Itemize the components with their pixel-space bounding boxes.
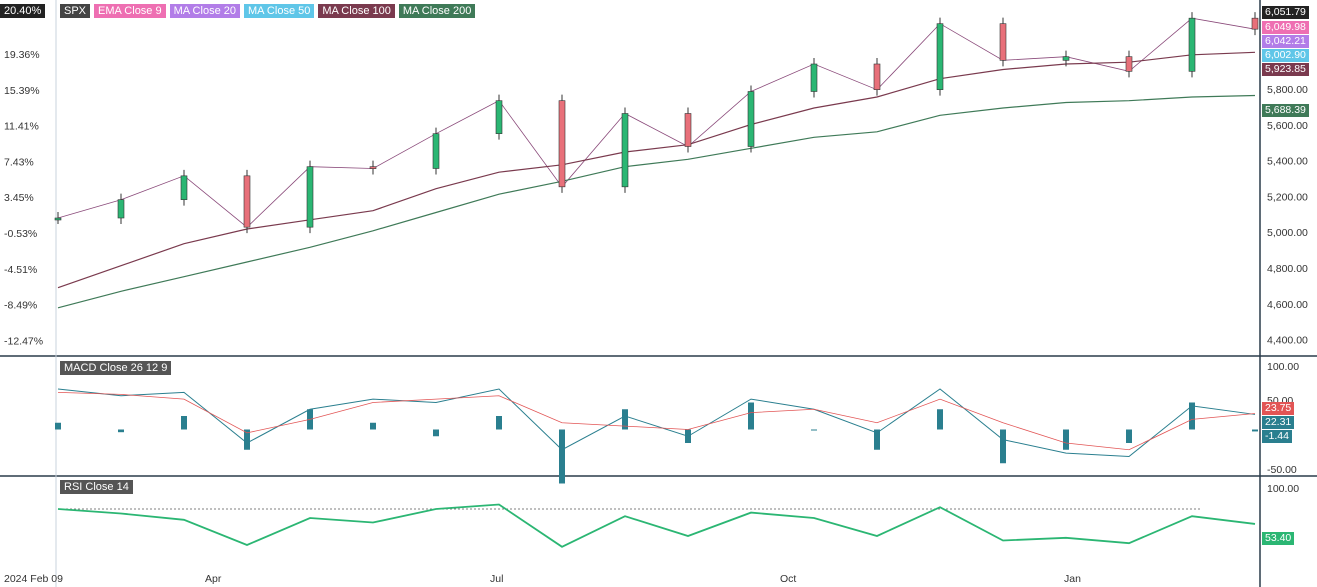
series-line-ma-close-200 [57,94,1256,309]
macd-histogram-bar [811,429,817,431]
macd-histogram-bar [559,429,565,484]
candle-body [1251,17,1259,30]
candle-body [747,91,755,147]
x-axis-label: Jul [490,573,503,585]
right-price-label: 5,200.00 [1267,191,1308,203]
candle-body [810,63,818,92]
price-tag-ma20: 6,042.21 [1262,35,1309,48]
macd-tag-hist: -1.44 [1262,430,1292,443]
legend-spx[interactable]: SPX [60,4,91,18]
rsi-label[interactable]: RSI Close 14 [60,480,133,494]
macd-histogram-bar [181,416,187,430]
right-price-label: 5,400.00 [1267,156,1308,168]
price-tag-ma200: 5,688.39 [1262,104,1309,117]
rsi-tag-value: 53.40 [1262,532,1295,545]
left-pct-label: 15.39% [4,85,40,97]
macd-histogram-bar [433,429,439,437]
x-axis-label: Apr [205,573,222,585]
series-line-spx [57,17,1256,228]
candle-body [243,175,251,228]
candle-body [936,23,944,90]
legend-ma100[interactable]: MA Close 100 [318,4,395,18]
macd-line [57,388,1256,458]
candle-body [495,100,503,134]
macd-histogram-bar [118,429,124,433]
left-pct-label: -12.47% [4,335,43,347]
macd-histogram-bar [937,409,943,430]
legend-ema9[interactable]: EMA Close 9 [94,4,166,18]
candles [54,12,1259,234]
macd-histogram-bar [1000,429,1006,464]
x-axis-label: Jan [1064,573,1081,585]
macd-axis-label: 100.00 [1267,361,1299,373]
price-tag-ma50: 6,002.90 [1262,49,1309,62]
macd-histogram-bar [874,429,880,450]
left-pct-label: 3.45% [4,192,34,204]
series-line-ma-close-100 [57,51,1256,289]
candle-body [1188,17,1196,72]
left-pct-label: -8.49% [4,300,37,312]
macd-tag-macd: 22.31 [1262,416,1295,429]
macd-histogram-bar [1063,429,1069,450]
left-pct-label: -4.51% [4,264,37,276]
right-price-label: 4,800.00 [1267,263,1308,275]
macd-pane [55,388,1258,484]
candle-body [558,100,566,188]
right-price-label: 5,800.00 [1267,84,1308,96]
left-pct-label: 19.36% [4,49,40,61]
macd-histogram-bar [55,422,61,430]
left-pct-label: 11.41% [4,121,39,133]
left-pct-label: 7.43% [4,156,34,168]
macd-signal-line [57,391,1256,451]
left-pct-label: -0.53% [4,228,37,240]
macd-tag-signal: 23.75 [1262,402,1295,415]
price-lines [57,17,1256,309]
candle-body [369,166,377,169]
macd-histogram-bar [496,416,502,430]
candle-body [1125,56,1133,72]
candle-body [180,175,188,200]
candle-body [873,63,881,90]
macd-label[interactable]: MACD Close 26 12 9 [60,361,172,375]
candle-body [621,113,629,188]
price-tag-spx: 6,051.79 [1262,6,1309,19]
legend: SPX EMA Close 9 MA Close 20 MA Close 50 … [60,4,476,18]
macd-histogram-bar [1189,402,1195,430]
rsi-axis-label: 100.00 [1267,483,1299,495]
axis-labels: 19.36% 15.39% 11.41% 7.43% 3.45% -0.53% -4.51%… [4,49,1308,585]
right-price-label: 4,600.00 [1267,299,1308,311]
candle-body [306,166,314,228]
candle-body [684,113,692,147]
rsi-pane [57,503,1256,548]
macd-histogram-bar [244,429,250,450]
rsi-line [57,503,1256,548]
macd-histogram-bar [622,409,628,430]
right-price-label: 5,600.00 [1267,120,1308,132]
macd-histogram-bar [1252,429,1258,432]
macd-histogram-bar [748,402,754,430]
price-tag-ema9: 6,049.98 [1262,21,1309,34]
right-price-label: 4,400.00 [1267,335,1308,347]
legend-ma50[interactable]: MA Close 50 [243,4,315,18]
legend-ma200[interactable]: MA Close 200 [398,4,476,18]
candle-body [999,23,1007,61]
macd-histogram-bar [1126,429,1132,443]
macd-axis-label: -50.00 [1267,464,1297,476]
x-axis-label: 2024 Feb 09 [4,573,63,585]
macd-histogram-bar [370,422,376,430]
corner-percent-label: 20.40% [0,4,46,18]
price-tag-ma100: 5,923.85 [1262,63,1309,76]
candle-body [54,217,62,221]
candle-body [1062,56,1070,61]
candle-body [117,199,125,219]
candle-body [432,133,440,169]
legend-ma20[interactable]: MA Close 20 [169,4,240,18]
right-price-label: 5,000.00 [1267,227,1308,239]
x-axis-label: Oct [780,573,796,585]
